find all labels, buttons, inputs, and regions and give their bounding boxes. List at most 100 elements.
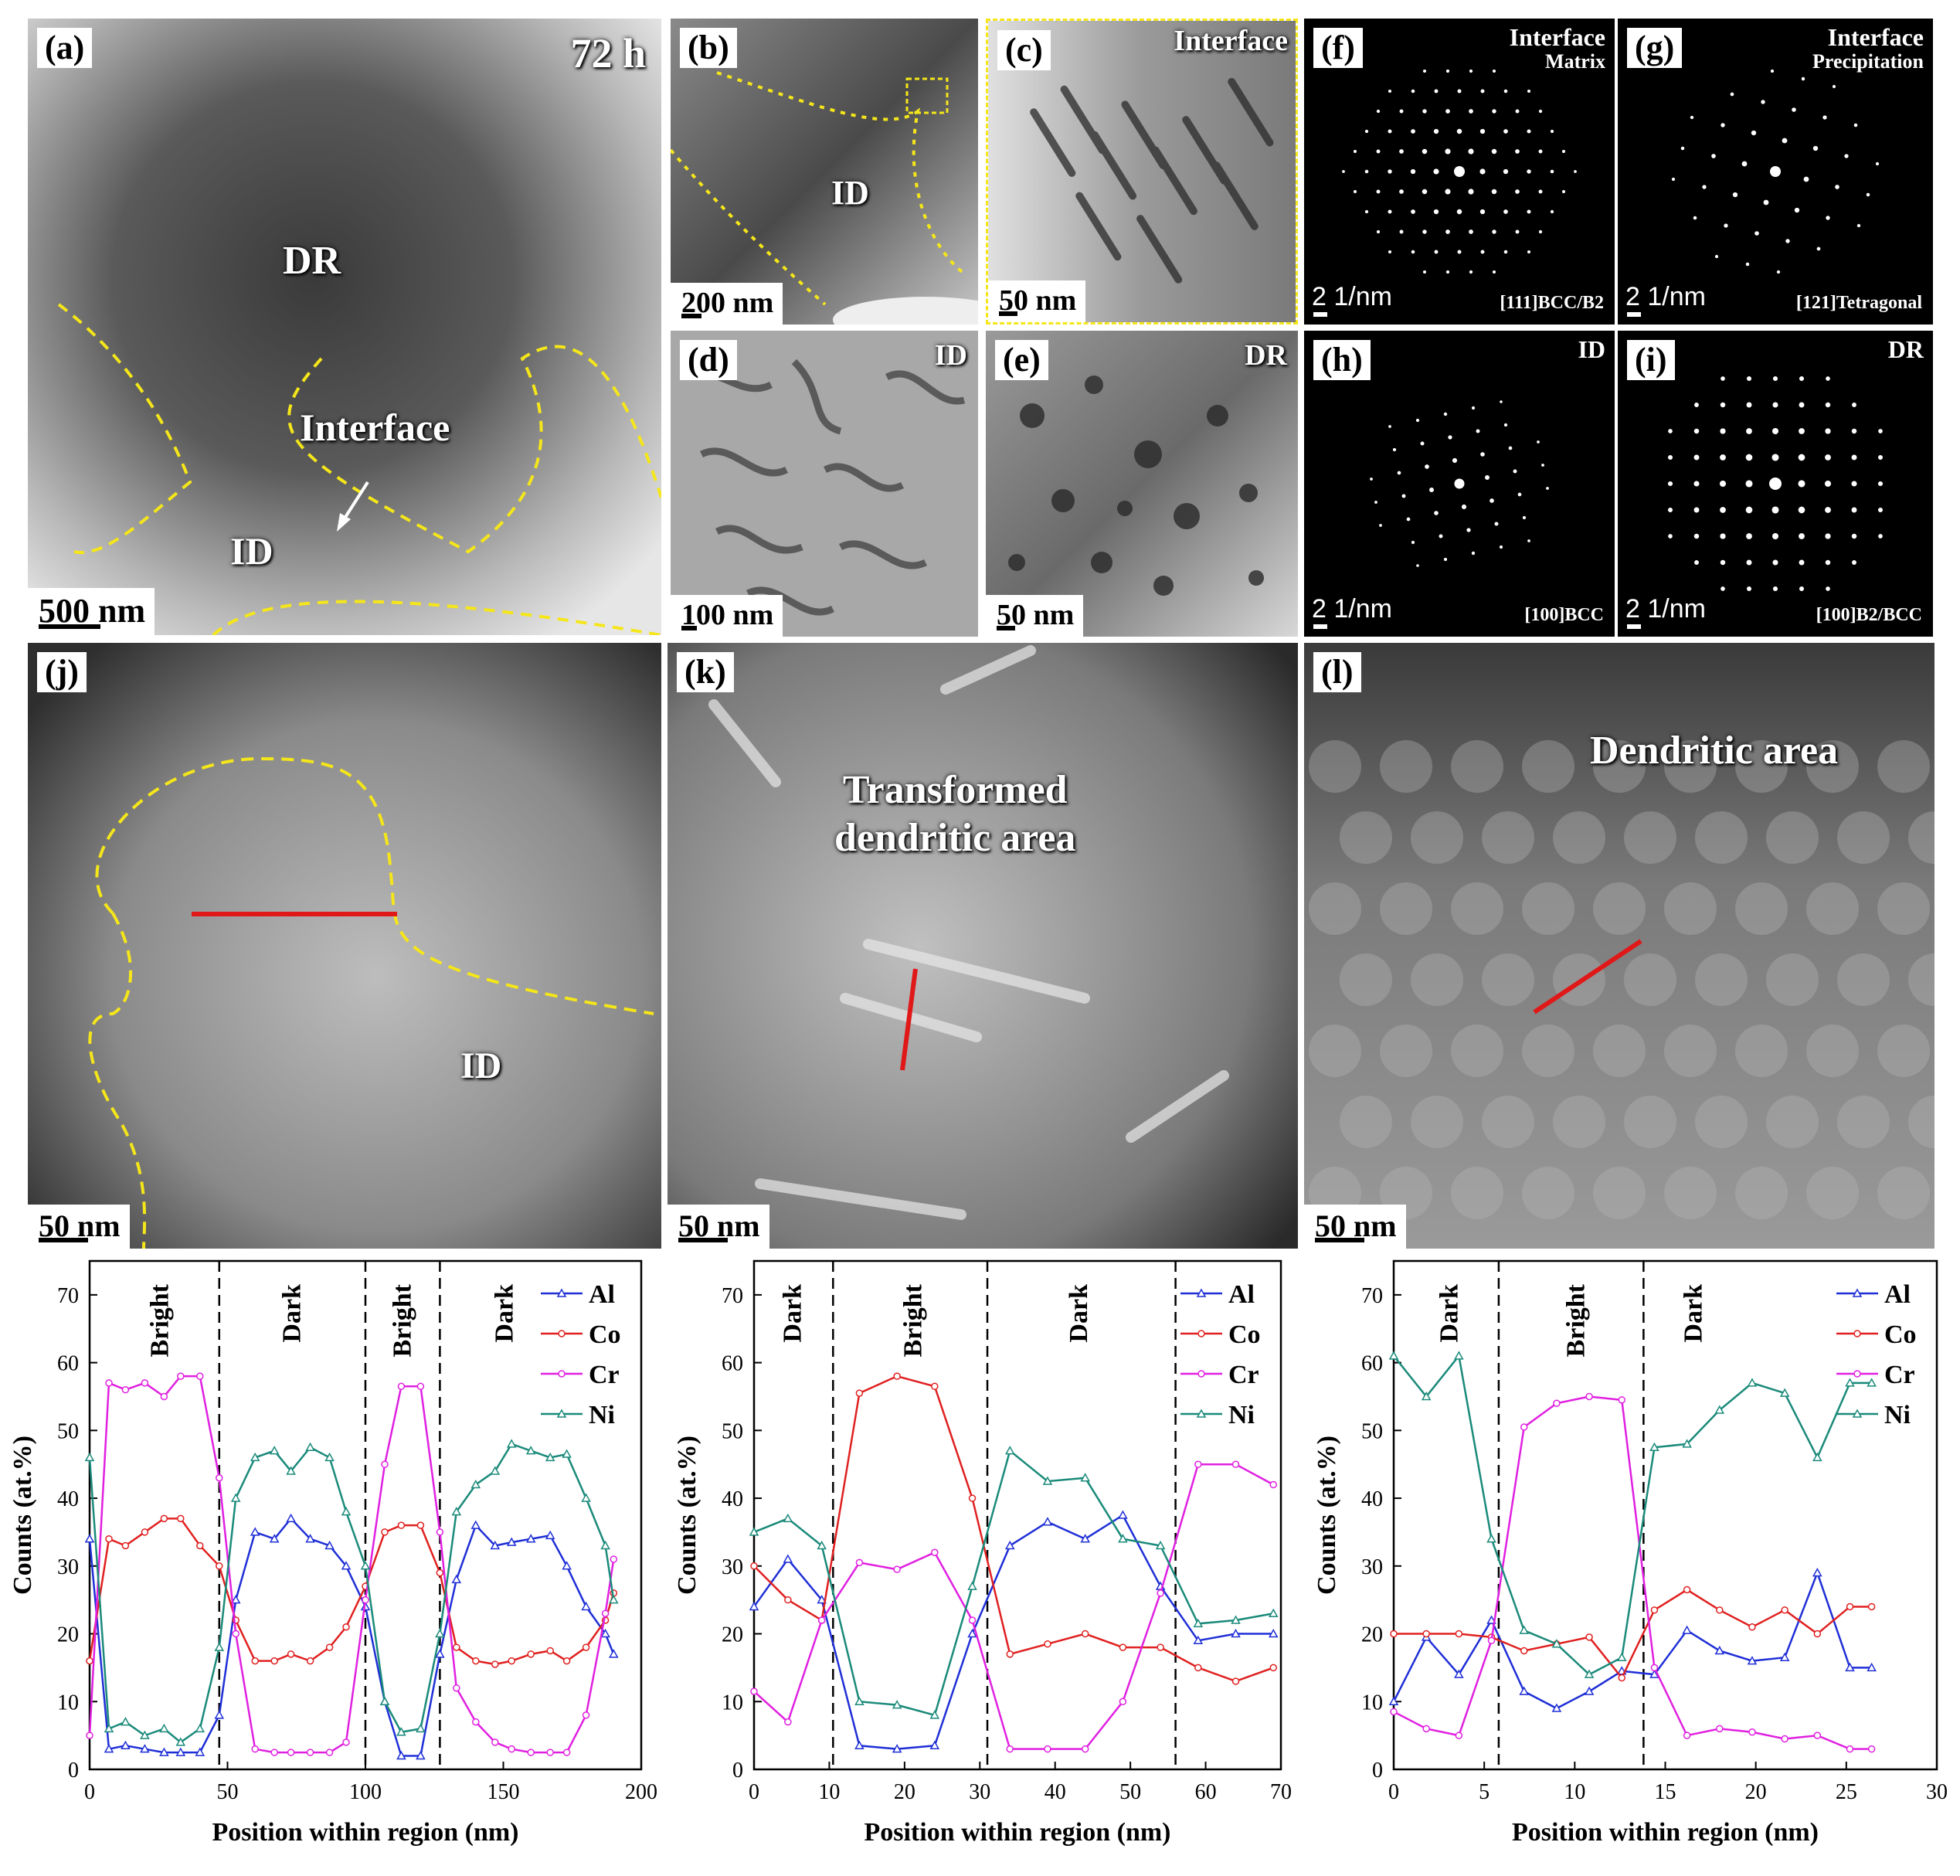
title-line-1: Interface: [1827, 23, 1924, 51]
diffraction-spot: [1503, 89, 1508, 93]
data-point-Al: [1118, 1510, 1128, 1519]
diffraction-spot: [1448, 435, 1452, 440]
data-point-Ni: [1747, 1378, 1758, 1387]
y-tick-label: 0: [732, 1759, 743, 1783]
diffraction-spot: [1792, 107, 1796, 112]
y-tick-label: 10: [57, 1691, 79, 1715]
legend-label-Al: Al: [1228, 1280, 1255, 1309]
diffraction-spot: [1745, 480, 1753, 488]
diffraction-spot: [1826, 376, 1830, 381]
diffraction-spot: [1825, 402, 1831, 408]
x-tick-label: 50: [1119, 1780, 1141, 1804]
line-profile-chart-j: 0 50 100 150 200 0 10 20 30 40 50 60 70 Position with…: [0, 1252, 664, 1870]
region-label: Bright: [1561, 1283, 1590, 1357]
data-point-Al: [581, 1601, 591, 1611]
x-tick-label: 150: [487, 1780, 520, 1804]
data-point-Cr: [472, 1718, 480, 1726]
title-line-1: Interface: [1509, 23, 1605, 51]
diffraction-spot: [1479, 209, 1486, 215]
panel-i-diffraction-pattern: (i) DR 2 1/nm [100]B2/BCC: [1618, 331, 1933, 637]
diffraction-spot: [1433, 209, 1439, 215]
diffraction-spot: [1720, 454, 1726, 461]
data-point-Al: [1779, 1652, 1790, 1661]
data-point-Cr: [817, 1616, 826, 1624]
diffraction-spot: [1527, 539, 1530, 542]
data-point-Al: [1193, 1635, 1204, 1645]
data-point-Ni: [749, 1527, 759, 1536]
diffraction-spot: [1515, 109, 1520, 114]
dr-label: DR: [283, 239, 341, 283]
panel-title: Interface Precipitation: [1812, 23, 1924, 71]
diffraction-spot: [1667, 481, 1673, 487]
data-point-Co: [1194, 1664, 1202, 1672]
data-point-Al: [1231, 1628, 1241, 1638]
diffraction-spot: [1527, 129, 1531, 134]
diffraction-spot: [1798, 480, 1805, 488]
data-point-Al: [1268, 1628, 1279, 1638]
series-line-Cr: [1393, 1395, 1872, 1750]
diffraction-spot: [1574, 170, 1577, 173]
data-point-Ni: [609, 1595, 619, 1604]
diffraction-spot: [1852, 403, 1856, 407]
data-point-Al: [470, 1520, 481, 1529]
diffraction-spot: [1799, 428, 1805, 434]
data-point-Co: [1813, 1630, 1822, 1638]
diffraction-spot: [1741, 161, 1748, 167]
diffraction-spot: [1527, 250, 1531, 254]
data-point-Ni: [121, 1717, 131, 1726]
diffraction-spot: [1714, 254, 1719, 259]
diffraction-spot: [1550, 209, 1554, 214]
panel-f-diffraction-pattern: (f) Interface Matrix 2 1/nm [111]BCC/B2: [1304, 19, 1615, 325]
region-label: Transformed dendritic area: [834, 766, 1075, 863]
data-point-Ni: [1779, 1388, 1790, 1397]
data-point-Cr: [491, 1738, 499, 1746]
data-point-Co: [381, 1528, 389, 1536]
data-point-Al: [1519, 1686, 1529, 1695]
data-point-Al: [600, 1628, 610, 1638]
data-point-Cr: [1867, 1745, 1876, 1753]
diffraction-spot: [1503, 250, 1508, 254]
series-line-Al: [1392, 1569, 1872, 1710]
panel-letter: (k): [677, 652, 734, 693]
panel-title: ID: [1578, 336, 1605, 363]
diffraction-spot: [1826, 586, 1830, 591]
diffraction-spot: [1388, 89, 1392, 93]
data-point-Al: [305, 1534, 315, 1543]
panel-letter: (f): [1313, 28, 1363, 69]
data-point-Ni: [545, 1452, 555, 1462]
legend-label-Cr: Cr: [589, 1361, 620, 1389]
id-label: ID: [460, 1045, 502, 1086]
diffraction-spot: [1694, 403, 1699, 407]
data-point-Ni: [324, 1452, 335, 1462]
diffraction-spot: [1724, 223, 1728, 228]
legend-label-Ni: Ni: [1884, 1401, 1911, 1429]
data-point-Cr: [160, 1392, 168, 1401]
diffraction-spot: [1856, 223, 1861, 228]
panel-letter: (h): [1313, 340, 1371, 381]
data-point-Al: [1004, 1540, 1015, 1550]
data-point-Ni: [1193, 1618, 1204, 1628]
data-point-Co: [472, 1657, 480, 1665]
diffraction-spot: [1772, 402, 1778, 408]
diffraction-spot: [1388, 425, 1391, 428]
data-point-Co: [1081, 1630, 1089, 1638]
region-label: Dark: [779, 1284, 807, 1343]
data-point-Al: [1867, 1662, 1877, 1672]
diffraction-spot: [1522, 515, 1527, 520]
x-tick-label: 60: [1195, 1780, 1217, 1804]
chart-svg-k: 0 10 20 30 40 50 60 70 0 10 20 30 40 50 60 70 Position w…: [673, 1259, 1292, 1847]
data-point-Cr: [1683, 1732, 1691, 1739]
diffraction-spot: [1799, 586, 1804, 591]
diffraction-spot: [1770, 166, 1781, 177]
diffraction-spot: [1443, 557, 1448, 562]
diffraction-spot: [1561, 189, 1566, 194]
diffraction-spot: [1721, 123, 1725, 127]
diffraction-spot: [1411, 129, 1415, 134]
data-point-Ni: [506, 1439, 517, 1448]
data-point-Cr: [196, 1372, 204, 1380]
y-tick-label: 60: [722, 1352, 743, 1376]
data-point-Ni: [1231, 1615, 1241, 1624]
data-point-Al: [1682, 1625, 1692, 1634]
y-tick-label: 50: [57, 1419, 79, 1443]
panel-letter: (j): [37, 652, 87, 693]
